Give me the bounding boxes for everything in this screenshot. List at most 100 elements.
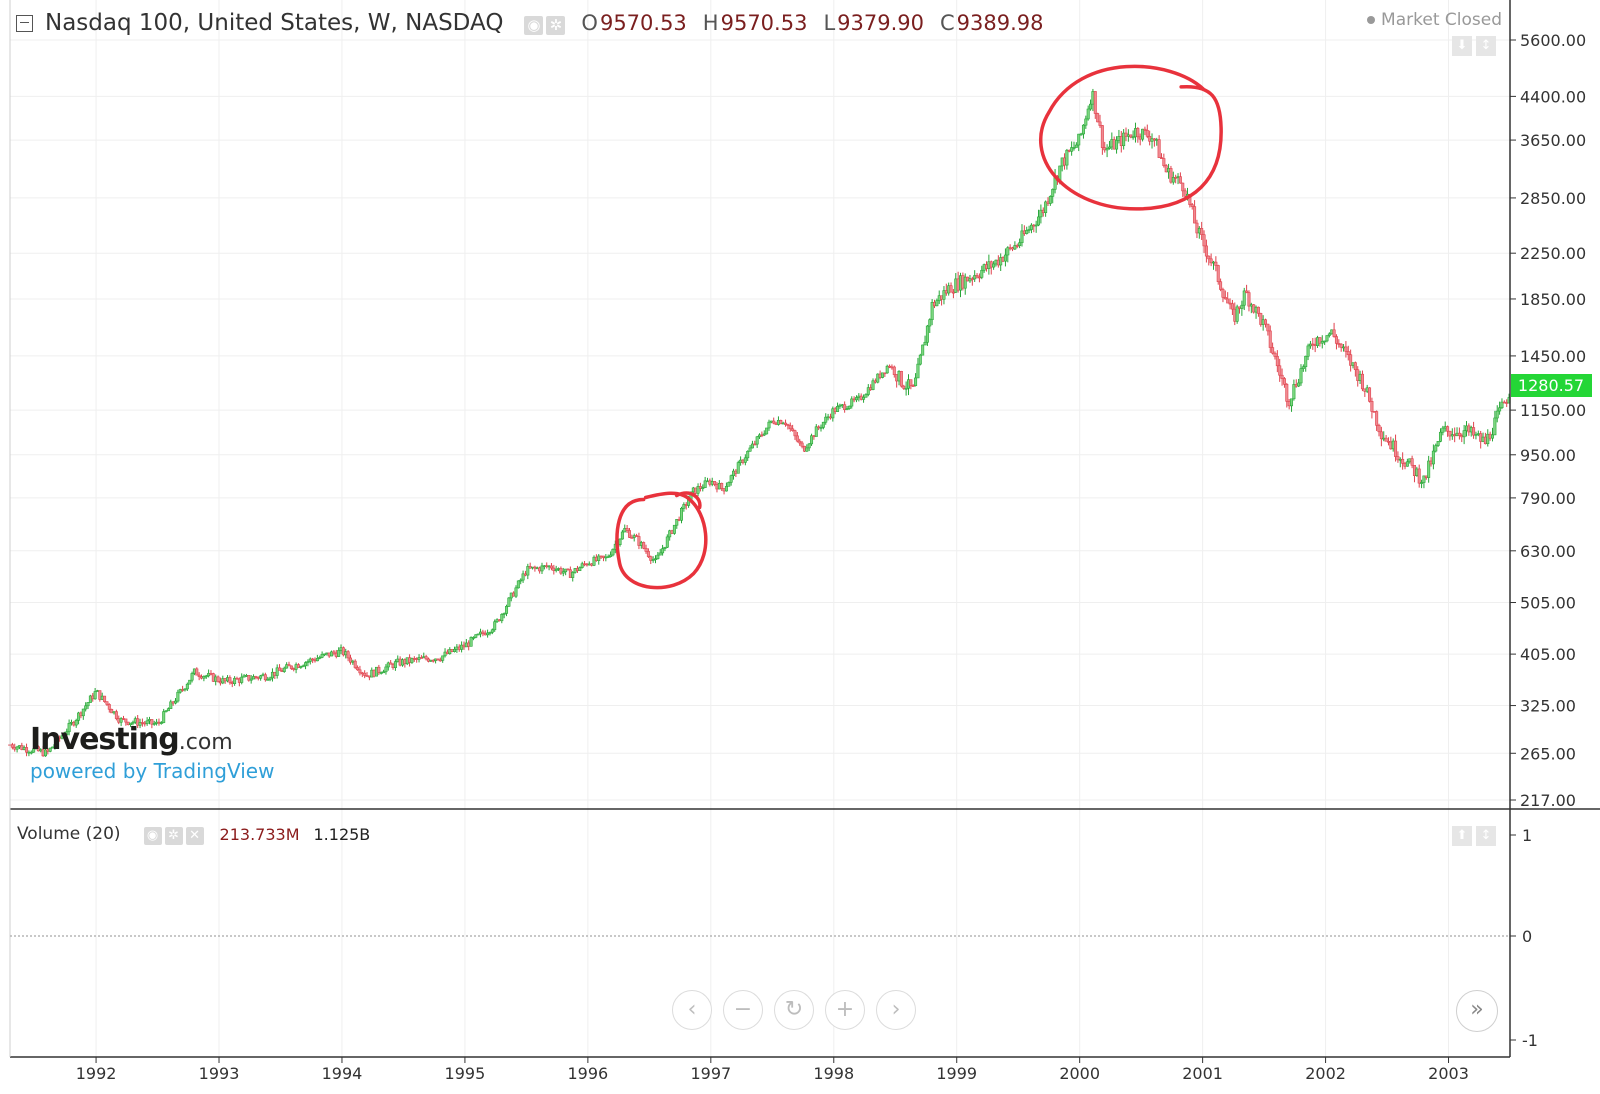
candle-body [1015,245,1019,247]
candle-body [1299,368,1303,384]
candle-body [918,354,922,365]
candle-body [471,637,475,639]
candle-body [1505,402,1509,404]
double-chevron-right-icon[interactable]: » [1456,990,1498,1032]
minus-icon[interactable]: − [723,990,763,1030]
candle-body [1233,308,1237,322]
candle-body [1273,352,1277,357]
candle-body [1230,303,1234,310]
candle-body [497,619,501,622]
investing-logo[interactable]: Investing.com powered by TradingView [30,722,274,783]
candle-body [587,563,591,566]
candle-body [1401,458,1405,464]
close-icon[interactable]: ✕ [185,826,204,845]
candle-body [1431,450,1435,465]
y-tick-label: 3650.00 [1520,131,1586,150]
candle-body [840,404,844,406]
candle-body [519,579,523,582]
candle-body [1344,346,1348,352]
candle-body [568,569,572,578]
candle-body [1372,411,1376,413]
candle-body [488,632,492,634]
candle-body [131,721,135,724]
candle-body [684,504,688,506]
expand-vertical-icon[interactable]: ↕ [1476,36,1496,56]
candle-body [505,606,509,614]
candle-body [847,405,851,409]
arrow-up-icon[interactable]: ⬆ [1452,826,1472,846]
candle-body [1259,313,1263,325]
candle-body [606,556,610,558]
candle-body [854,397,858,401]
candle-body [1131,136,1135,139]
eye-icon[interactable]: ◉ [143,826,162,845]
candle-body [1349,354,1353,366]
candle-body [138,722,142,726]
candle-body [769,420,773,423]
candle-body [412,658,416,660]
candle-body [1247,292,1251,307]
candle-body [973,275,977,280]
candle-body [1119,136,1123,147]
plus-icon[interactable]: + [825,990,865,1030]
candle-body [807,443,811,449]
candle-body [136,718,140,726]
candle-body [658,552,662,556]
candle-body [252,676,256,680]
candle-body [372,669,376,677]
candle-body [322,653,326,656]
candle-body [779,420,783,425]
candle-body [1313,344,1317,346]
candle-body [79,712,83,717]
candle-body [393,661,397,668]
x-tick-label: 1995 [445,1064,486,1083]
chevron-left-icon[interactable]: ‹ [672,990,712,1030]
candle-body [410,658,414,663]
candle-body [249,678,253,681]
candle-body [1271,347,1275,354]
close-value: 9389.98 [956,11,1044,35]
candle-body [1124,132,1128,137]
candle-body [91,695,95,700]
candle-body [828,416,832,419]
candle-body [1358,373,1362,381]
logo-brand: Investing [30,722,180,757]
x-tick-label: 2001 [1182,1064,1223,1083]
refresh-icon[interactable]: ↻ [774,990,814,1030]
candle-body [793,430,797,437]
candle-body [637,536,641,546]
candle-body [36,746,40,752]
candle-body [1167,168,1171,173]
gear-icon[interactable]: ✲ [546,16,566,35]
candle-body [1074,144,1078,148]
arrow-down-icon[interactable]: ⬇ [1452,36,1472,56]
candle-body [348,657,352,663]
candle-body [911,385,915,387]
collapse-icon[interactable] [16,14,33,32]
candle-body [17,745,21,748]
candle-body [351,660,355,663]
candle-body [1207,255,1211,260]
volume-axis-ticks: 1 0 -1 [1510,826,1538,1050]
candle-body [625,528,629,531]
logo-suffix: .com [178,730,233,755]
candle-body [391,663,395,668]
candle-body [1096,113,1100,123]
eye-icon[interactable]: ◉ [524,16,544,35]
candle-body [1434,445,1438,452]
candle-body [228,677,232,683]
chevron-right-icon[interactable]: › [876,990,916,1030]
candle-body [734,470,738,474]
candle-body [883,372,887,375]
expand-vertical-icon[interactable]: ↕ [1476,826,1496,846]
volume-buttons: ◉ ✲ ✕ [141,824,204,845]
candle-body [1453,434,1457,437]
candle-body [502,613,506,615]
candle-body [1306,345,1310,357]
candle-body [1183,190,1187,197]
candle-body [74,720,78,726]
candle-body [1067,149,1071,152]
gear-icon[interactable]: ✲ [164,826,183,845]
candle-body [450,648,454,652]
